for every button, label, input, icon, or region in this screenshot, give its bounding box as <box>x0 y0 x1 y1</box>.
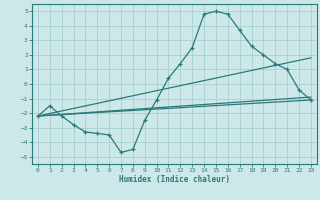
X-axis label: Humidex (Indice chaleur): Humidex (Indice chaleur) <box>119 175 230 184</box>
